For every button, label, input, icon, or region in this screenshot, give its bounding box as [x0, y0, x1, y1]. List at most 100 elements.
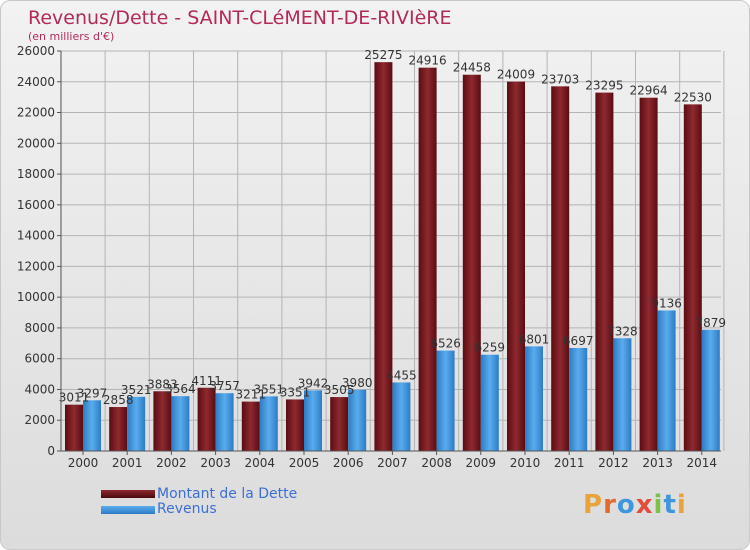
y-tick-label: 0 — [47, 444, 55, 458]
x-tick-label: 2001 — [112, 456, 143, 470]
bars — [65, 62, 720, 452]
x-tick-label: 2012 — [598, 456, 629, 470]
bar-revenue — [83, 400, 101, 451]
x-tick-label: 2011 — [554, 456, 585, 470]
data-label-debt: 22964 — [630, 84, 668, 98]
x-tick-label: 2009 — [466, 456, 497, 470]
data-label-revenue: 3757 — [209, 379, 240, 393]
data-label-revenue: 6259 — [475, 341, 506, 355]
bar-debt — [418, 67, 437, 451]
bar-debt — [286, 399, 304, 451]
legend-swatch-revenue — [101, 506, 155, 514]
bar-debt — [109, 407, 128, 451]
data-label-revenue: 3521 — [121, 383, 152, 397]
bar-revenue — [480, 354, 499, 451]
data-label-revenue: 7879 — [696, 316, 727, 330]
bar-revenue — [701, 329, 720, 451]
data-label-revenue: 6801 — [519, 332, 550, 346]
axes: 0 2000 4000 6000 8000 10000 12000 14000 16000 180… — [17, 44, 721, 470]
y-tick-label: 12000 — [17, 259, 55, 273]
bar-revenue — [392, 382, 411, 451]
data-label-debt: 24009 — [497, 68, 535, 82]
y-tick-label: 16000 — [17, 198, 55, 212]
bar-revenue — [304, 390, 322, 451]
legend-swatch-debt — [101, 490, 155, 498]
data-label-debt: 2858 — [103, 393, 134, 407]
x-tick-label: 2000 — [68, 456, 99, 470]
data-label-revenue: 7328 — [607, 324, 638, 338]
y-tick-label: 18000 — [17, 167, 55, 181]
bar-revenue — [657, 310, 676, 451]
proxiti-logo: Proxiti — [583, 490, 687, 520]
y-tick-label: 4000 — [24, 382, 55, 396]
x-tick-label: 2014 — [687, 456, 718, 470]
x-tick-label: 2010 — [510, 456, 541, 470]
bar-revenue — [525, 346, 543, 451]
logo-letter: P — [583, 490, 604, 520]
data-label-revenue: 6526 — [430, 337, 461, 351]
data-label-revenue: 3980 — [342, 376, 373, 390]
logo-letter: i — [676, 490, 687, 520]
y-tick-label: 6000 — [24, 352, 55, 366]
bar-revenue — [348, 389, 367, 451]
y-tick-label: 2000 — [24, 413, 55, 427]
x-tick-label: 2005 — [289, 456, 320, 470]
logo-letter: i — [653, 490, 664, 520]
x-tick-label: 2013 — [642, 456, 673, 470]
data-label-debt: 23703 — [541, 72, 579, 86]
x-tick-label: 2002 — [156, 456, 187, 470]
data-labels: 3011329728583521388335644111375732113551… — [59, 48, 726, 407]
data-label-debt: 3011 — [59, 391, 90, 405]
bar-debt — [374, 62, 393, 452]
y-tick-label: 20000 — [17, 136, 55, 150]
data-label-revenue: 3297 — [77, 386, 108, 400]
bar-revenue — [127, 396, 146, 451]
data-label-debt: 3351 — [280, 385, 311, 399]
data-label-revenue: 6697 — [563, 334, 594, 348]
bar-revenue — [613, 338, 632, 451]
bar-revenue — [259, 396, 278, 451]
bar-debt — [330, 397, 349, 451]
legend-label-debt: Montant de la Dette — [157, 486, 298, 502]
x-tick-label: 2004 — [245, 456, 276, 470]
chart-subtitle: (en milliers d'€) — [28, 30, 115, 43]
logo-letter: x — [635, 490, 654, 520]
bar-debt — [683, 104, 702, 451]
data-label-debt: 22530 — [674, 90, 712, 104]
x-tick-label: 2003 — [200, 456, 231, 470]
data-label-debt: 24916 — [409, 54, 447, 68]
data-label-debt: 3211 — [236, 388, 267, 402]
data-label-revenue: 3564 — [165, 382, 196, 396]
data-label-revenue: 9136 — [651, 296, 682, 310]
chart-title: Revenus/Dette - SAINT-CLéMENT-DE-RIVIèRE — [28, 7, 452, 29]
bar-debt — [507, 81, 525, 451]
bar-debt — [595, 92, 614, 451]
y-tick-label: 22000 — [17, 106, 55, 120]
data-label-debt: 3505 — [324, 383, 355, 397]
logo-letter: r — [603, 490, 617, 520]
bar-debt — [241, 401, 260, 451]
bar-debt — [462, 74, 481, 451]
y-tick-label: 14000 — [17, 229, 55, 243]
bar-revenue — [215, 393, 234, 451]
bar-debt — [153, 391, 172, 451]
data-label-debt: 24458 — [453, 61, 491, 75]
bar-revenue — [569, 347, 588, 451]
y-tick-label: 8000 — [24, 321, 55, 335]
data-label-revenue: 4455 — [386, 368, 417, 382]
logo-letter: t — [663, 490, 677, 520]
y-tick-label: 26000 — [17, 44, 55, 58]
x-tick-label: 2006 — [333, 456, 364, 470]
data-label-debt: 4111 — [191, 374, 222, 388]
bar-debt — [65, 404, 83, 451]
x-tick-label: 2007 — [377, 456, 408, 470]
bar-debt — [551, 86, 570, 451]
bar-debt — [197, 387, 216, 451]
y-tick-label: 24000 — [17, 75, 55, 89]
bar-revenue — [436, 350, 455, 451]
bar-debt — [639, 97, 658, 451]
x-tick-label: 2008 — [421, 456, 452, 470]
legend-label-revenue: Revenus — [157, 501, 217, 517]
